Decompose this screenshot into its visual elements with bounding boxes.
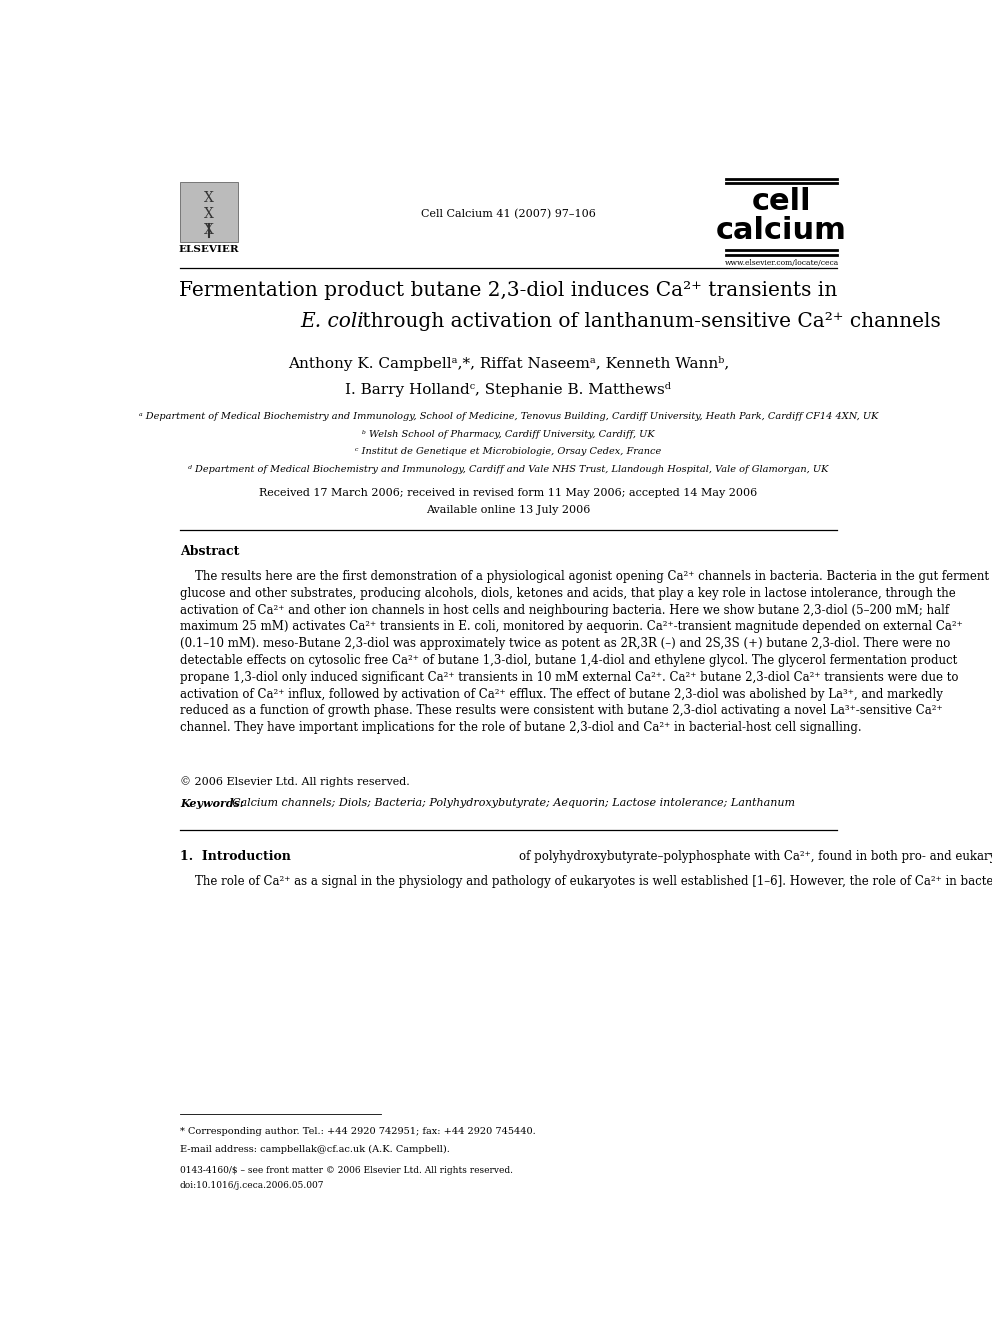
Text: E. coli: E. coli [301,312,364,331]
Text: ELSEVIER: ELSEVIER [179,245,239,254]
Text: The role of Ca²⁺ as a signal in the physiology and pathology of eukaryotes is we: The role of Ca²⁺ as a signal in the phys… [180,875,992,888]
Text: The results here are the first demonstration of a physiological agonist opening : The results here are the first demonstra… [180,570,989,734]
Text: ᵈ Department of Medical Biochemistry and Immunology, Cardiff and Vale NHS Trust,: ᵈ Department of Medical Biochemistry and… [188,466,828,474]
Text: calcium: calcium [716,216,847,245]
Text: * Corresponding author. Tel.: +44 2920 742951; fax: +44 2920 745440.: * Corresponding author. Tel.: +44 2920 7… [180,1127,536,1136]
Text: X
X
X: X X X [204,191,214,237]
Text: Available online 13 July 2006: Available online 13 July 2006 [427,505,590,515]
Text: through activation of lanthanum-sensitive Ca²⁺ channels: through activation of lanthanum-sensitiv… [356,312,940,331]
Text: 0143-4160/$ – see front matter © 2006 Elsevier Ltd. All rights reserved.: 0143-4160/$ – see front matter © 2006 El… [180,1166,513,1175]
Bar [180,181,238,242]
Text: Received 17 March 2006; received in revised form 11 May 2006; accepted 14 May 20: Received 17 March 2006; received in revi… [259,488,758,497]
Text: ᶜ Institut de Genetique et Microbiologie, Orsay Cedex, France: ᶜ Institut de Genetique et Microbiologie… [355,447,662,456]
Text: E-mail address: campbellak@cf.ac.uk (A.K. Campbell).: E-mail address: campbellak@cf.ac.uk (A.K… [180,1146,449,1154]
Text: ᵃ Department of Medical Biochemistry and Immunology, School of Medicine, Tenovus: ᵃ Department of Medical Biochemistry and… [139,411,878,421]
Text: doi:10.1016/j.ceca.2006.05.007: doi:10.1016/j.ceca.2006.05.007 [180,1180,324,1189]
Text: Anthony K. Campbellᵃ,*, Riffat Naseemᵃ, Kenneth Wannᵇ,: Anthony K. Campbellᵃ,*, Riffat Naseemᵃ, … [288,356,729,372]
Text: Fermentation product butane 2,3-diol induces Ca²⁺ transients in: Fermentation product butane 2,3-diol ind… [180,280,837,300]
Text: of polyhydroxybutyrate–polyphosphate with Ca²⁺, found in both pro- and eukaryote: of polyhydroxybutyrate–polyphosphate wit… [519,851,992,863]
Text: cell: cell [752,188,811,216]
Text: © 2006 Elsevier Ltd. All rights reserved.: © 2006 Elsevier Ltd. All rights reserved… [180,777,410,787]
Text: I. Barry Hollandᶜ, Stephanie B. Matthewsᵈ: I. Barry Hollandᶜ, Stephanie B. Matthews… [345,381,672,397]
Text: Calcium channels; Diols; Bacteria; Polyhydroxybutyrate; Aequorin; Lactose intole: Calcium channels; Diols; Bacteria; Polyh… [225,798,795,808]
Text: Cell Calcium 41 (2007) 97–106: Cell Calcium 41 (2007) 97–106 [421,209,596,220]
Text: www.elsevier.com/locate/ceca: www.elsevier.com/locate/ceca [724,259,838,267]
Text: ᵇ Welsh School of Pharmacy, Cardiff University, Cardiff, UK: ᵇ Welsh School of Pharmacy, Cardiff Univ… [362,430,655,439]
Text: Keywords:: Keywords: [180,798,244,808]
Text: Abstract: Abstract [180,545,239,558]
Text: 1.  Introduction: 1. Introduction [180,851,291,863]
